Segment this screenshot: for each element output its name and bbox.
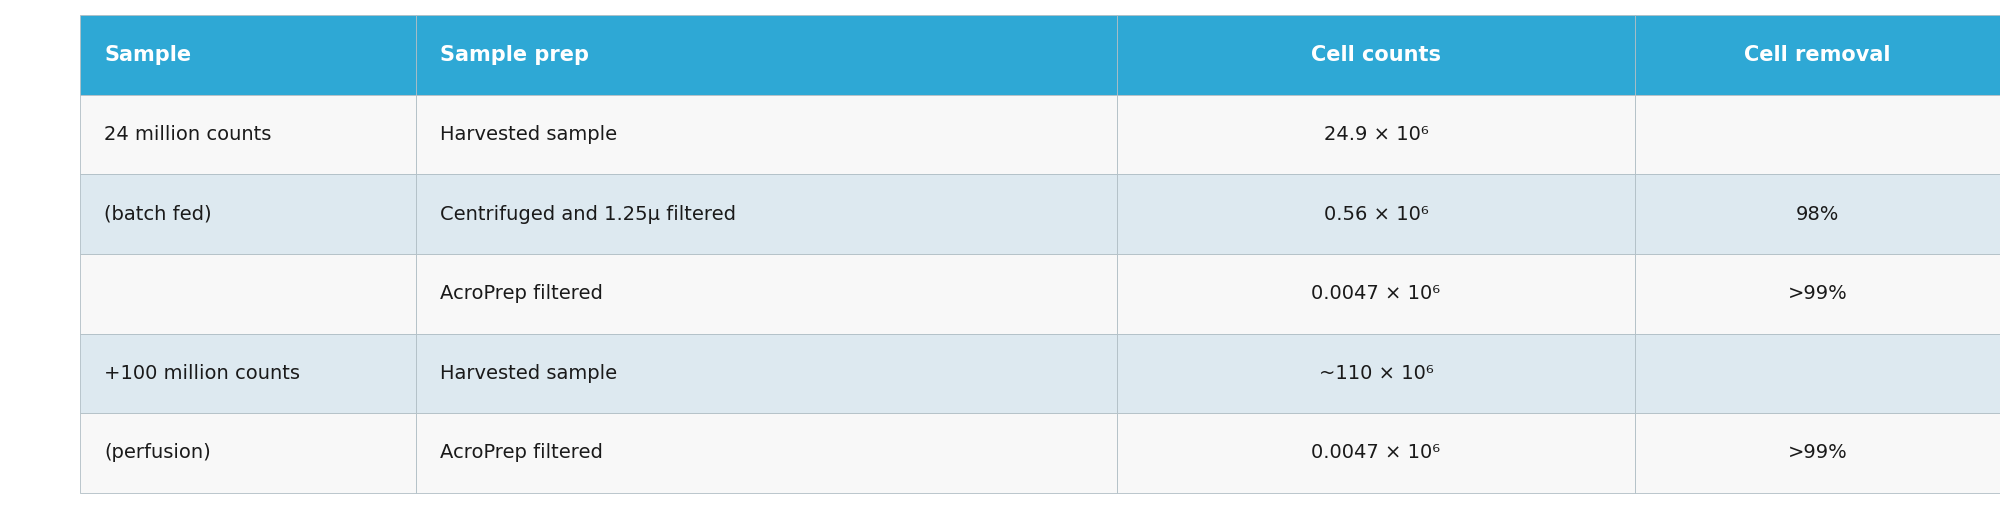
Text: 0.56 × 10⁶: 0.56 × 10⁶ <box>1324 205 1428 224</box>
Text: Sample prep: Sample prep <box>440 45 588 65</box>
Bar <box>1636 174 2000 254</box>
Text: (batch fed): (batch fed) <box>104 205 212 224</box>
Text: AcroPrep filtered: AcroPrep filtered <box>440 443 602 462</box>
Bar <box>1116 254 1636 334</box>
Bar <box>1636 334 2000 413</box>
Bar <box>1636 254 2000 334</box>
Bar <box>1636 95 2000 174</box>
Text: 0.0047 × 10⁶: 0.0047 × 10⁶ <box>1312 284 1440 303</box>
Bar <box>80 334 416 413</box>
Text: 98%: 98% <box>1796 205 1840 224</box>
Bar <box>80 413 416 493</box>
Bar <box>1116 15 1636 95</box>
Text: 0.0047 × 10⁶: 0.0047 × 10⁶ <box>1312 443 1440 462</box>
Text: Cell removal: Cell removal <box>1744 45 1890 65</box>
Bar <box>416 413 1116 493</box>
Bar <box>80 174 416 254</box>
Text: Cell counts: Cell counts <box>1312 45 1440 65</box>
Bar <box>1636 15 2000 95</box>
Text: Centrifuged and 1.25μ filtered: Centrifuged and 1.25μ filtered <box>440 205 736 224</box>
Bar <box>1116 413 1636 493</box>
Bar <box>416 95 1116 174</box>
Bar <box>80 15 416 95</box>
Text: Sample: Sample <box>104 45 192 65</box>
Bar <box>416 334 1116 413</box>
Bar <box>416 254 1116 334</box>
Text: >99%: >99% <box>1788 284 1848 303</box>
Bar <box>416 174 1116 254</box>
Bar <box>80 95 416 174</box>
Text: ~110 × 10⁶: ~110 × 10⁶ <box>1318 364 1434 383</box>
Text: AcroPrep filtered: AcroPrep filtered <box>440 284 602 303</box>
Text: +100 million counts: +100 million counts <box>104 364 300 383</box>
Bar <box>416 15 1116 95</box>
Text: >99%: >99% <box>1788 443 1848 462</box>
Bar <box>1116 174 1636 254</box>
Bar <box>1116 334 1636 413</box>
Bar <box>80 254 416 334</box>
Text: Harvested sample: Harvested sample <box>440 364 618 383</box>
Text: Harvested sample: Harvested sample <box>440 125 618 144</box>
Bar <box>1636 413 2000 493</box>
Text: (perfusion): (perfusion) <box>104 443 210 462</box>
Text: 24 million counts: 24 million counts <box>104 125 272 144</box>
Bar <box>1116 95 1636 174</box>
Text: 24.9 × 10⁶: 24.9 × 10⁶ <box>1324 125 1428 144</box>
